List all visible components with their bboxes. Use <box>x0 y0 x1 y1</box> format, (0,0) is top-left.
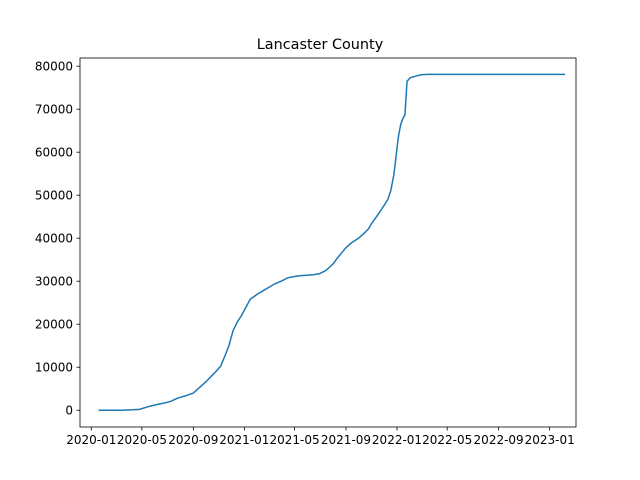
x-tick-label: 2021-05 <box>269 433 319 447</box>
axes-frame <box>79 57 577 428</box>
series-line <box>98 73 566 411</box>
chart-title: Lancaster County <box>257 37 384 53</box>
x-tick-label: 2020-01 <box>66 433 116 447</box>
x-tick-label: 2020-09 <box>168 433 218 447</box>
y-tick-label: 30000 <box>35 275 73 289</box>
plot-area <box>98 73 566 411</box>
x-tick-label: 2020-05 <box>117 433 167 447</box>
y-tick-label: 60000 <box>35 145 73 159</box>
x-tick-label: 2023-01 <box>525 433 575 447</box>
y-tick-label: 70000 <box>35 102 73 116</box>
x-tick-label: 2021-01 <box>219 433 269 447</box>
axes: 2020-01 2020-05 2020-09 2021-01 2021-05 2021-… <box>35 57 577 447</box>
y-tick-label: 10000 <box>35 361 73 375</box>
x-tick-label: 2022-09 <box>474 433 524 447</box>
x-tick-label: 2021-09 <box>321 433 371 447</box>
y-tick-label: 0 <box>65 404 73 418</box>
y-tick-label: 20000 <box>35 318 73 332</box>
x-tick-label: 2022-01 <box>372 433 422 447</box>
x-tick-label: 2022-05 <box>422 433 472 447</box>
y-tick-label: 40000 <box>35 231 73 245</box>
y-tick-label: 80000 <box>35 59 73 73</box>
y-tick-label: 50000 <box>35 188 73 202</box>
